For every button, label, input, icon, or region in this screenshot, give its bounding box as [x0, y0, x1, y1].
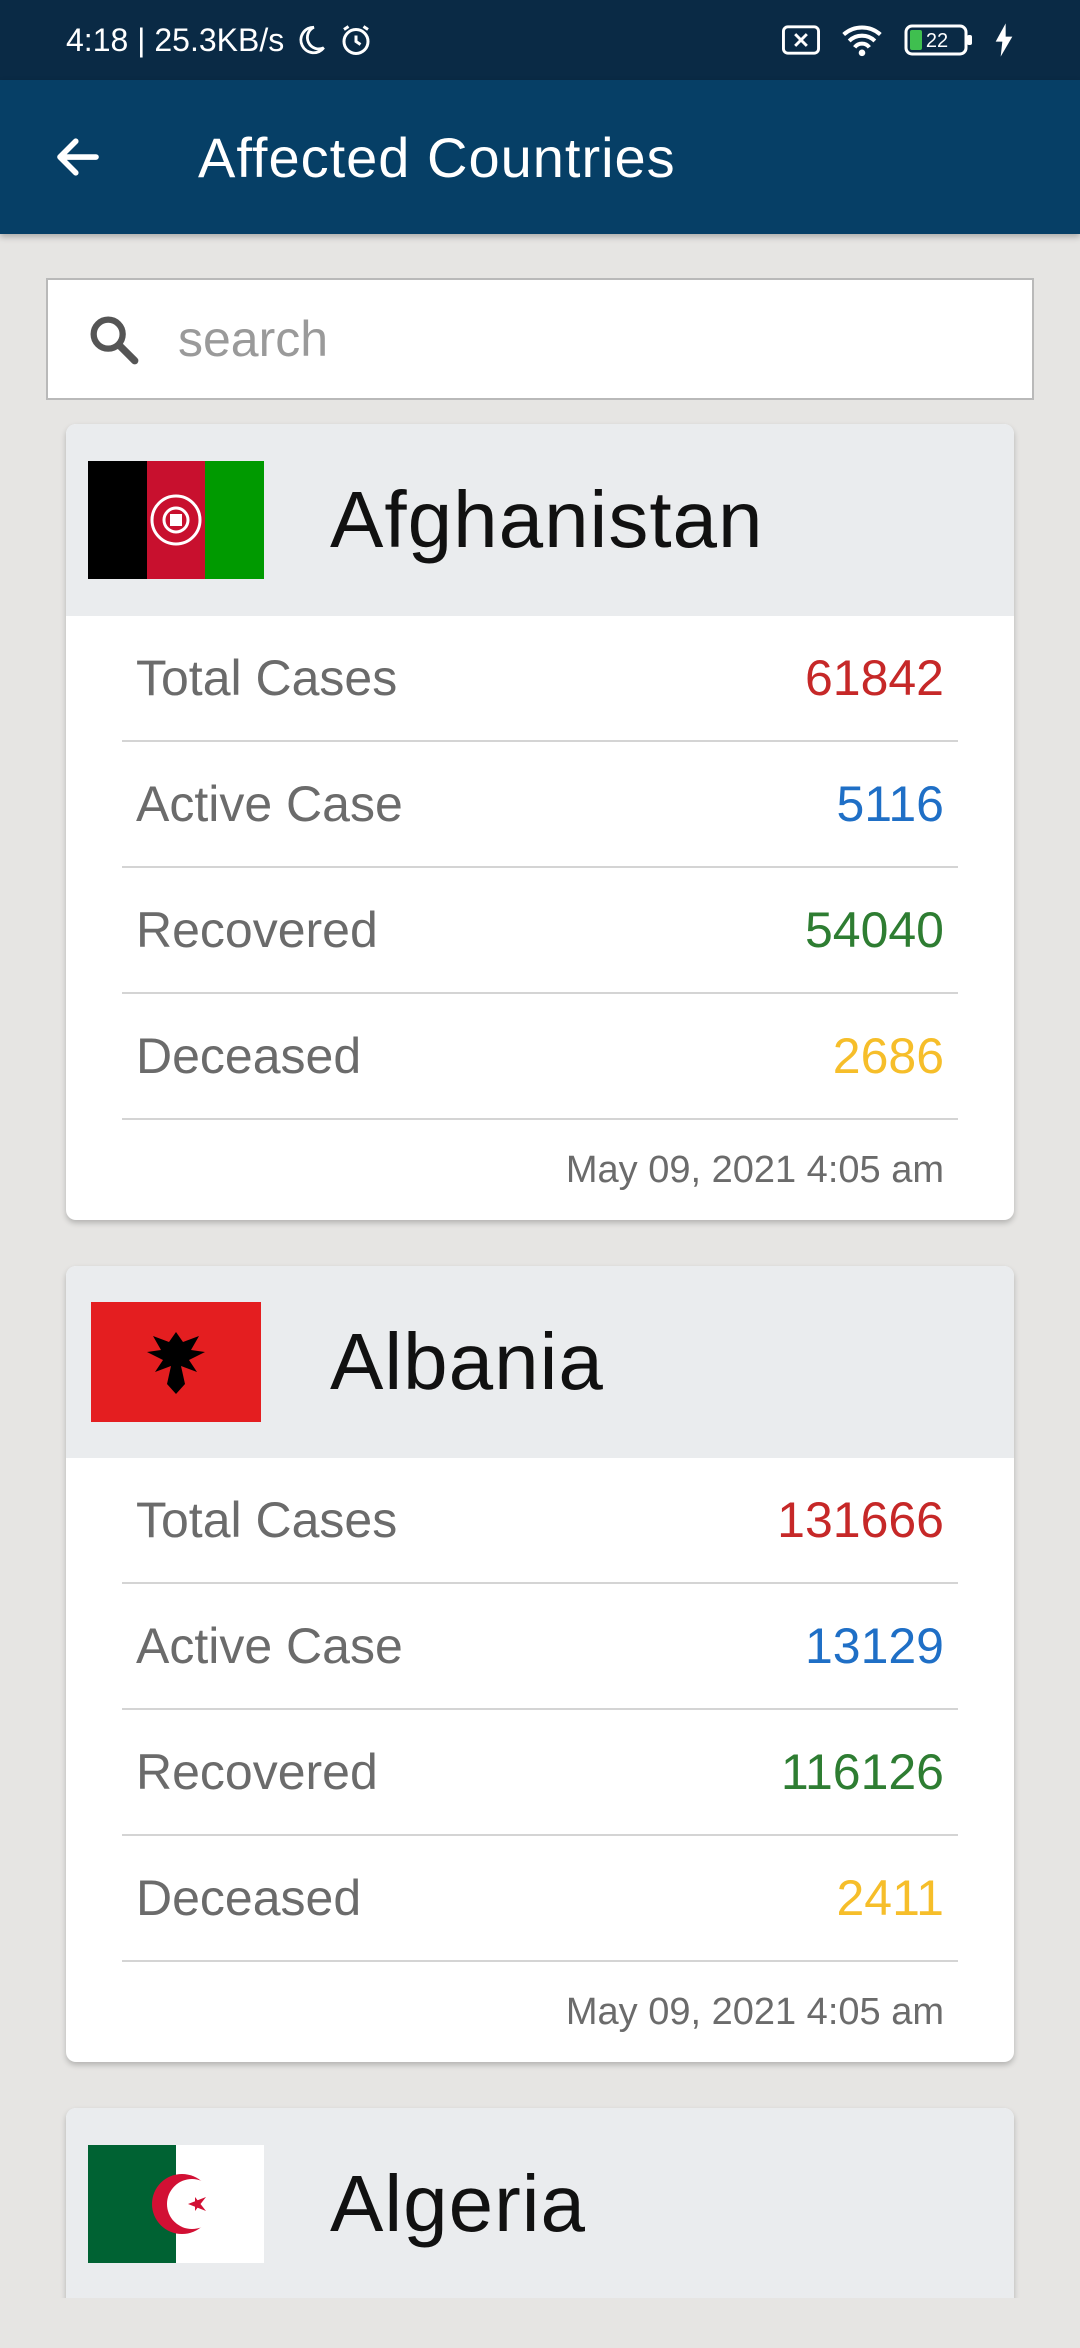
stat-row-total: Total Cases 61842 [122, 616, 958, 742]
country-card-afghanistan[interactable]: Afghanistan Total Cases 61842 Active Cas… [66, 424, 1014, 1220]
stat-row-deceased: Deceased 2686 [122, 994, 958, 1120]
battery-level: 22 [926, 30, 948, 52]
status-bar: 4:18 | 25.3KB/s 22 [0, 0, 1080, 80]
moon-icon [294, 23, 328, 57]
alarm-icon [338, 22, 374, 58]
stat-label-active: Active Case [136, 1618, 403, 1674]
flag-albania-icon [88, 1302, 264, 1422]
updated-timestamp: May 09, 2021 4:05 am [565, 1148, 944, 1191]
stat-label-deceased: Deceased [136, 1870, 362, 1926]
stat-value-recovered: 54040 [804, 902, 944, 958]
card-header: Afghanistan [66, 424, 1014, 616]
stat-value-active: 13129 [804, 1618, 944, 1674]
stat-label-recovered: Recovered [136, 1744, 378, 1800]
search-box[interactable] [46, 278, 1034, 400]
status-left: 4:18 | 25.3KB/s [66, 22, 374, 59]
page-title: Affected Countries [198, 125, 676, 189]
card-header: Albania [66, 1266, 1014, 1458]
stat-row-deceased: Deceased 2411 [122, 1836, 958, 1962]
sim-off-icon [782, 25, 820, 55]
search-icon-wrap [48, 310, 178, 368]
stat-row-active: Active Case 13129 [122, 1584, 958, 1710]
stat-value-total: 61842 [804, 650, 944, 706]
stat-value-recovered: 116126 [780, 1744, 944, 1800]
flag-afghanistan-icon [88, 461, 264, 579]
country-card-algeria[interactable]: Algeria [66, 2108, 1014, 2302]
country-name: Albania [330, 1317, 604, 1406]
arrow-left-icon [57, 138, 99, 176]
stat-value-active: 5116 [836, 776, 944, 832]
stat-label-total: Total Cases [136, 1492, 398, 1548]
country-card-albania[interactable]: Albania Total Cases 131666 Active Case 1… [66, 1266, 1014, 2062]
stat-label-deceased: Deceased [136, 1028, 362, 1084]
battery-icon: 22 [904, 23, 974, 57]
status-right: 22 [782, 23, 1014, 57]
stat-row-total: Total Cases 131666 [122, 1458, 958, 1584]
stat-row-recovered: Recovered 54040 [122, 868, 958, 994]
updated-timestamp: May 09, 2021 4:05 am [565, 1990, 944, 2033]
search-input[interactable] [178, 310, 958, 368]
stat-value-deceased: 2686 [832, 1028, 944, 1084]
wifi-icon [840, 23, 884, 57]
stat-value-total: 131666 [777, 1492, 944, 1548]
status-time-speed: 4:18 | 25.3KB/s [66, 21, 285, 58]
country-name: Afghanistan [330, 475, 764, 564]
country-list: Afghanistan Total Cases 61842 Active Cas… [66, 424, 1014, 2348]
country-name: Algeria [330, 2159, 587, 2248]
stat-value-deceased: 2411 [836, 1870, 944, 1926]
charging-icon [994, 23, 1014, 57]
bottom-edge [0, 2298, 1080, 2340]
back-button[interactable] [18, 80, 138, 234]
search-icon [90, 316, 139, 365]
stat-label-recovered: Recovered [136, 902, 378, 958]
app-bar: Affected Countries [0, 80, 1080, 234]
card-header: Algeria [66, 2108, 1014, 2300]
stat-label-total: Total Cases [136, 650, 398, 706]
stat-row-active: Active Case 5116 [122, 742, 958, 868]
flag-algeria-icon [88, 2145, 264, 2263]
stat-label-active: Active Case [136, 776, 403, 832]
stat-row-recovered: Recovered 116126 [122, 1710, 958, 1836]
